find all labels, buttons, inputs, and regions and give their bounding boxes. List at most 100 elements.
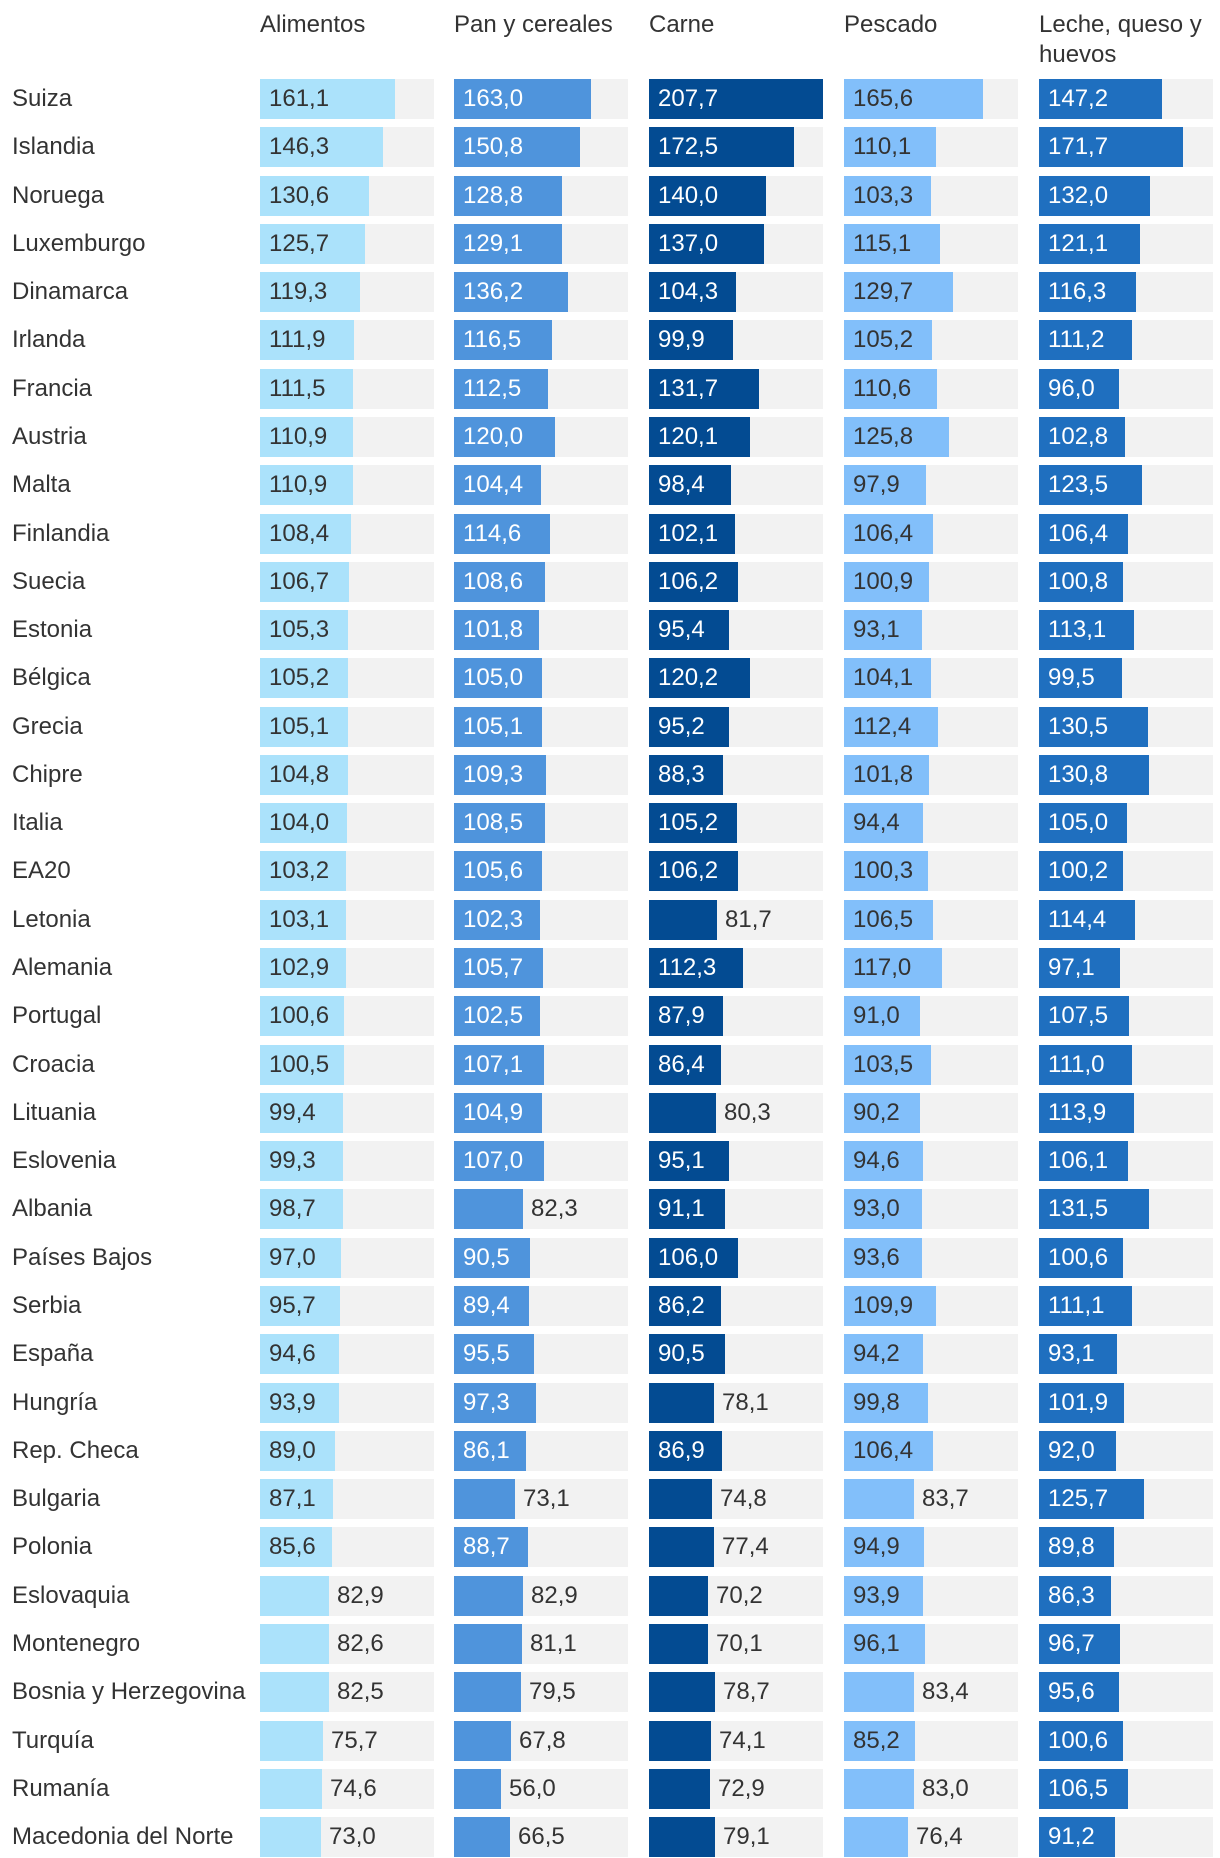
bar-3 bbox=[844, 1817, 908, 1858]
bar-track: 106,7 bbox=[260, 561, 434, 602]
bar-3 bbox=[844, 175, 931, 216]
bar-4 bbox=[1039, 610, 1134, 651]
bar-track: 171,7 bbox=[1039, 127, 1213, 168]
value-label: 105,2 bbox=[658, 809, 719, 837]
bar-3 bbox=[844, 1189, 922, 1230]
bar-2 bbox=[649, 1817, 715, 1858]
bar-1 bbox=[454, 223, 562, 264]
bar-track: 74,1 bbox=[649, 1720, 823, 1761]
value-label: 99,4 bbox=[269, 1098, 316, 1126]
value-label: 105,0 bbox=[1048, 809, 1109, 837]
bar-track: 93,6 bbox=[844, 1237, 1018, 1278]
value-label: 83,0 bbox=[922, 1774, 969, 1802]
value-label: 96,0 bbox=[1048, 374, 1095, 402]
bar-track: 150,8 bbox=[454, 127, 628, 168]
column-header-4: Leche, queso y huevos bbox=[1039, 11, 1202, 68]
bar-0 bbox=[260, 223, 365, 264]
value-label: 88,3 bbox=[658, 760, 705, 788]
value-label: 131,5 bbox=[1048, 1195, 1109, 1223]
bar-1 bbox=[454, 1817, 510, 1858]
country-label: Rep. Checa bbox=[12, 1436, 139, 1464]
value-label: 100,8 bbox=[1048, 567, 1109, 595]
bar-track: 70,2 bbox=[649, 1575, 823, 1616]
bar-track: 97,3 bbox=[454, 1382, 628, 1423]
bar-track: 73,0 bbox=[260, 1817, 434, 1858]
bar-track: 74,8 bbox=[649, 1479, 823, 1520]
bar-1 bbox=[454, 996, 540, 1037]
bar-track: 105,0 bbox=[1039, 803, 1213, 844]
country-label: Eslovaquia bbox=[12, 1581, 130, 1609]
value-label: 105,6 bbox=[463, 857, 524, 885]
bar-track: 105,7 bbox=[454, 948, 628, 989]
value-label: 99,9 bbox=[658, 326, 705, 354]
bar-track: 120,1 bbox=[649, 416, 823, 457]
bar-3 bbox=[844, 79, 983, 119]
value-label: 147,2 bbox=[1048, 85, 1109, 112]
bar-3 bbox=[844, 1141, 923, 1182]
value-label: 102,5 bbox=[463, 1002, 524, 1030]
bar-track: 130,8 bbox=[1039, 754, 1213, 795]
bar-track: 93,1 bbox=[844, 610, 1018, 651]
value-label: 105,1 bbox=[463, 712, 524, 740]
bar-4 bbox=[1039, 996, 1129, 1037]
bar-1 bbox=[454, 368, 548, 409]
value-label: 100,3 bbox=[853, 857, 914, 885]
country-label: Bulgaria bbox=[12, 1485, 101, 1513]
bar-2 bbox=[649, 1479, 712, 1520]
country-label: Croacia bbox=[12, 1050, 95, 1078]
bar-track: 121,1 bbox=[1039, 223, 1213, 264]
bar-2 bbox=[649, 368, 759, 409]
bar-track: 82,6 bbox=[260, 1623, 434, 1664]
bar-1 bbox=[454, 1720, 511, 1761]
bar-track: 85,2 bbox=[844, 1720, 1018, 1761]
value-label: 94,6 bbox=[853, 1147, 900, 1175]
bar-1 bbox=[454, 561, 545, 602]
value-label: 79,5 bbox=[529, 1678, 576, 1706]
bar-4 bbox=[1039, 513, 1128, 554]
value-label: 106,4 bbox=[853, 519, 914, 547]
bar-0 bbox=[260, 610, 348, 651]
bar-track: 125,7 bbox=[1039, 1479, 1213, 1520]
bar-track: 93,9 bbox=[260, 1382, 434, 1423]
value-label: 125,7 bbox=[1048, 1485, 1109, 1513]
value-label: 102,8 bbox=[1048, 422, 1109, 450]
value-label: 99,8 bbox=[853, 1388, 900, 1416]
bar-4 bbox=[1039, 1768, 1128, 1809]
bar-track: 100,6 bbox=[1039, 1720, 1213, 1761]
bar-4 bbox=[1039, 1092, 1134, 1133]
bar-track: 94,6 bbox=[260, 1334, 434, 1375]
bar-2 bbox=[649, 1189, 725, 1230]
bar-1 bbox=[454, 1092, 542, 1133]
value-label: 91,0 bbox=[853, 1002, 900, 1030]
value-label: 75,7 bbox=[331, 1726, 378, 1754]
bar-1 bbox=[454, 1479, 515, 1520]
bar-4 bbox=[1039, 79, 1162, 119]
bar-0 bbox=[260, 1817, 321, 1858]
bar-track: 96,1 bbox=[844, 1623, 1018, 1664]
bar-1 bbox=[454, 1623, 522, 1664]
bar-track: 117,0 bbox=[844, 948, 1018, 989]
country-label: Luxemburgo bbox=[12, 229, 146, 257]
bar-track: 79,1 bbox=[649, 1817, 823, 1858]
value-label: 95,6 bbox=[1048, 1678, 1095, 1706]
bar-2 bbox=[649, 465, 731, 506]
bar-0 bbox=[260, 948, 346, 989]
value-label: 113,9 bbox=[1048, 1098, 1107, 1126]
value-label: 109,9 bbox=[853, 1292, 914, 1319]
bar-track: 106,4 bbox=[844, 513, 1018, 554]
bar-2 bbox=[649, 706, 729, 747]
bar-track: 116,3 bbox=[1039, 272, 1213, 313]
bar-2 bbox=[649, 899, 717, 940]
value-label: 90,5 bbox=[463, 1243, 510, 1271]
value-label: 130,6 bbox=[269, 181, 330, 209]
bar-3 bbox=[844, 706, 938, 747]
bar-0 bbox=[260, 1720, 323, 1761]
bar-4 bbox=[1039, 1527, 1114, 1568]
bar-track: 78,7 bbox=[649, 1672, 823, 1713]
bar-4 bbox=[1039, 851, 1123, 892]
bar-track: 82,9 bbox=[260, 1575, 434, 1616]
value-label: 171,7 bbox=[1048, 133, 1109, 161]
value-label: 93,0 bbox=[853, 1195, 900, 1223]
bar-2 bbox=[649, 1623, 708, 1664]
bar-track: 96,0 bbox=[1039, 368, 1213, 409]
